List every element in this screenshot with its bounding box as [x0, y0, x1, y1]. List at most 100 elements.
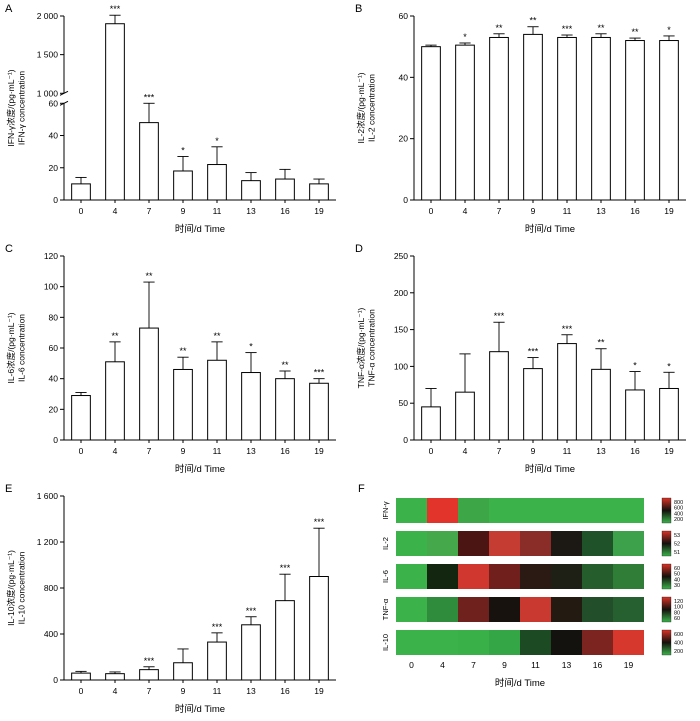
y-tick-label: 40: [49, 374, 59, 384]
x-tick-label: 0: [429, 446, 434, 456]
heatmap-cell-TNF-α-day-9: [489, 597, 520, 622]
x-tick-label: 13: [246, 206, 256, 216]
heatmap-cell-IL-2-day-9: [489, 531, 520, 556]
y-tick-label: 1 500: [37, 50, 59, 60]
legend-tick-label: 52: [674, 542, 680, 548]
bar-day-19: [309, 576, 329, 681]
significance-label: **: [281, 360, 289, 370]
x-tick-label: 0: [79, 686, 84, 696]
bar-day-4: [105, 23, 125, 201]
bar-day-13: [591, 368, 611, 441]
x-tick-label: 19: [664, 446, 674, 456]
heatmap-cell-TNF-α-day-7: [458, 597, 489, 622]
x-tick-label: 16: [593, 660, 603, 670]
heatmap-cell-IL-2-day-19: [613, 531, 644, 556]
heatmap-cell-IL-2-day-11: [520, 531, 551, 556]
bar-day-7: [139, 327, 159, 441]
legend-bar-IFN-γ: [661, 497, 672, 524]
x-tick-label: 13: [596, 446, 606, 456]
x-tick-label: 11: [563, 206, 572, 216]
y-tick-label: 20: [49, 163, 59, 173]
heatmap-row-label: IFN-γ: [381, 501, 390, 520]
y-tick-label: 200: [394, 288, 408, 298]
y-tick-label: 0: [53, 195, 58, 205]
x-tick-label: 0: [79, 206, 84, 216]
legend-bar-IL-2: [661, 530, 672, 557]
heatmap-cell-IL-10-day-4: [427, 630, 458, 655]
legend-bar-IL-10: [661, 629, 672, 656]
panel-e-il-10: 0 400 800 1 200 1 600 0 4 7 9 11 13 16 19 *** *** *** **…: [0, 480, 350, 721]
heatmap-cell-IFN-γ-day-16: [582, 498, 613, 523]
x-tick-label: 9: [502, 660, 507, 670]
x-tick-label: 9: [181, 446, 186, 456]
heatmap-cell-IFN-γ-day-7: [458, 498, 489, 523]
x-tick-label: 0: [429, 206, 434, 216]
x-tick-label: 9: [181, 686, 186, 696]
y-tick-label: 800: [44, 583, 58, 593]
x-tick-label: 7: [497, 206, 502, 216]
bar-day-19: [309, 382, 329, 441]
x-tick-label: 19: [314, 206, 324, 216]
significance-label: *: [181, 145, 185, 155]
bar-day-13: [241, 372, 261, 441]
y-tick-label: 0: [53, 435, 58, 445]
bar-day-9: [523, 33, 543, 201]
heatmap-cell-IL-6-day-11: [520, 564, 551, 589]
heatmap-cell-IL-2-day-7: [458, 531, 489, 556]
heatmap-cell-IL-10-day-13: [551, 630, 582, 655]
x-tick-label: 4: [113, 446, 118, 456]
y-tick-label: 150: [394, 325, 408, 335]
panel-letter: E: [5, 483, 12, 495]
bar-day-16: [625, 389, 645, 441]
heatmap-cell-IL-2-day-0: [396, 531, 427, 556]
x-tick-label: 4: [440, 660, 445, 670]
y-tick-label: 2 000: [37, 11, 59, 21]
heatmap-cell-IFN-γ-day-13: [551, 498, 582, 523]
y-tick-label: 100: [44, 282, 58, 292]
legend-tick-label: 600: [674, 506, 683, 512]
x-tick-label: 13: [596, 206, 606, 216]
y-tick-label: 1 200: [37, 537, 59, 547]
bar-day-16: [275, 178, 295, 201]
heatmap-cell-IL-2-day-13: [551, 531, 582, 556]
heatmap-cell-IL-6-day-16: [582, 564, 613, 589]
significance-label: *: [667, 361, 671, 371]
bar-day-13: [241, 180, 261, 201]
y-axis-title: IL-6浓度/(pg·mL⁻¹)IL-6 concentration: [6, 312, 27, 383]
heatmap-cell-IL-6-day-0: [396, 564, 427, 589]
panel-letter: D: [355, 243, 363, 255]
significance-label: *: [215, 136, 219, 146]
x-tick-label: 7: [147, 206, 152, 216]
heatmap-row-label: TNF-α: [381, 598, 390, 620]
significance-label: ***: [562, 324, 573, 334]
significance-label: ***: [280, 563, 291, 573]
x-axis-title: 时间/d Time: [175, 463, 225, 475]
y-tick-label: 40: [49, 131, 59, 141]
bar-day-0: [421, 46, 441, 201]
x-tick-label: 7: [471, 660, 476, 670]
bar-day-16: [275, 600, 295, 681]
x-tick-label: 9: [531, 446, 536, 456]
legend-tick-label: 40: [674, 577, 680, 583]
x-tick-label: 4: [113, 686, 118, 696]
bar-day-9: [173, 170, 193, 201]
bar-day-13: [241, 624, 261, 681]
x-tick-label: 11: [213, 686, 222, 696]
x-tick-label: 16: [280, 446, 290, 456]
legend-tick-label: 400: [674, 641, 683, 647]
bar-day-16: [275, 378, 295, 441]
heatmap-cell-IL-10-day-19: [613, 630, 644, 655]
y-tick-label: 60: [49, 343, 59, 353]
significance-label: ***: [144, 92, 155, 102]
significance-label: *: [667, 25, 671, 35]
x-tick-label: 4: [113, 206, 118, 216]
bar-day-11: [207, 641, 227, 681]
bar-day-11: [557, 343, 577, 441]
heatmap-cell-TNF-α-day-13: [551, 597, 582, 622]
panel-b-il-2: 0 20 40 60 0 4 7 9 11 13 16 19 * ** ** *** ** ** * 时间/d Tim…: [350, 0, 700, 240]
significance-label: ***: [246, 606, 257, 616]
x-tick-label: 19: [624, 660, 634, 670]
panel-letter: F: [358, 483, 365, 495]
legend-tick-label: 200: [674, 649, 683, 655]
